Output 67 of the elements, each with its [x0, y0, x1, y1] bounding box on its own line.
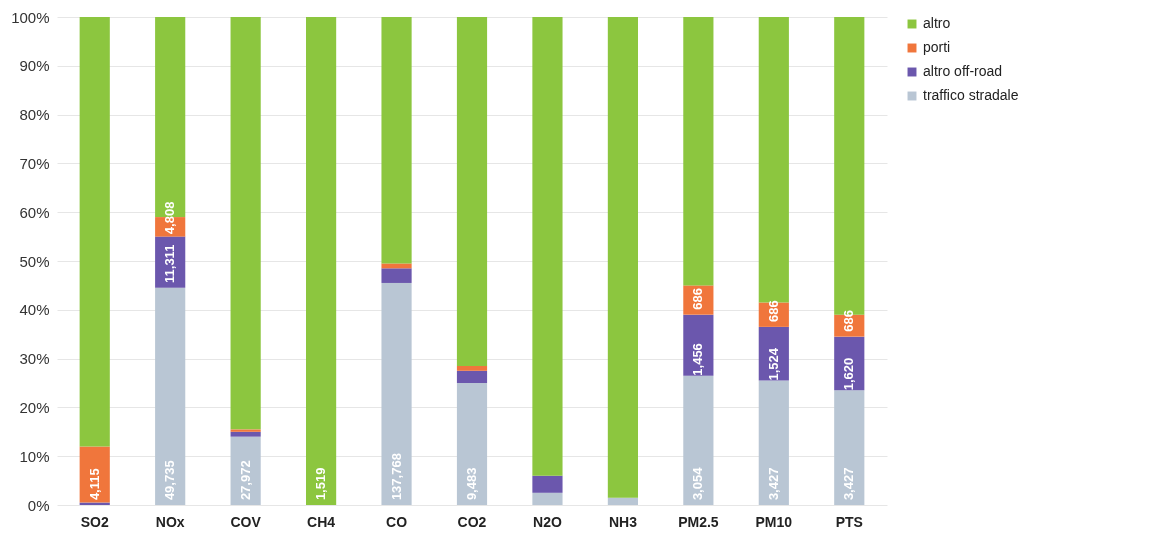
bar: [532, 492, 563, 505]
bar: [79, 17, 110, 447]
y-tick-label: 90%: [19, 57, 50, 75]
annotation: 9,483: [464, 467, 479, 501]
bar: [381, 263, 412, 269]
annotation: 137,768: [388, 453, 404, 501]
x-tick-label: N2O: [533, 513, 562, 530]
annotation: 1,456: [690, 343, 706, 376]
bar: [456, 17, 488, 366]
x-tick-label: PM10: [755, 513, 793, 530]
bar: [532, 17, 563, 476]
bar: [381, 282, 412, 505]
bar: [683, 17, 714, 286]
bar: [230, 429, 261, 432]
bar: [683, 375, 714, 505]
bar: [456, 365, 488, 371]
annotation: 49,735: [162, 460, 178, 501]
bar: [456, 370, 488, 383]
annotation: 27,972: [237, 460, 253, 501]
x-tick-label: CH4: [307, 513, 336, 530]
annotation: 3,427: [765, 467, 781, 501]
y-tick-label: 40%: [19, 301, 50, 319]
y-tick-label: 10%: [19, 447, 50, 465]
y-tick-label: 60%: [19, 203, 50, 221]
y-tick-label: 0%: [27, 496, 50, 514]
annotation: 11,311: [162, 244, 178, 283]
annotation: 686: [841, 310, 857, 332]
x-tick-label: CO2: [457, 513, 487, 530]
bar: [607, 497, 638, 505]
x-tick-label: SO2: [80, 513, 109, 530]
bar: [758, 380, 789, 505]
y-tick-label: 30%: [19, 350, 50, 368]
y-tick-label: 100%: [11, 8, 50, 26]
bar: [381, 17, 412, 264]
y-tick-label: 70%: [19, 154, 50, 172]
annotation: 686: [765, 300, 781, 322]
bar: [306, 17, 337, 505]
y-tick-label: 80%: [19, 106, 50, 124]
bar: [230, 431, 261, 437]
bar: [79, 446, 110, 503]
bar: [456, 383, 488, 505]
annotation: 4,808: [162, 201, 178, 235]
legend-label: altro: [923, 15, 951, 31]
x-tick-label: PM2.5: [678, 513, 719, 530]
x-tick-label: NH3: [608, 513, 638, 530]
x-tick-label: CO: [386, 513, 408, 530]
annotation: 1,620: [841, 357, 857, 391]
legend-label: porti: [923, 39, 951, 55]
bar: [532, 475, 563, 493]
legend-label: traffico stradale: [923, 87, 1019, 103]
annotation: 3,427: [841, 467, 857, 501]
annotation: 4,115: [86, 468, 102, 501]
annotation: 3,054: [690, 466, 706, 501]
annotation: 1,519: [313, 467, 329, 501]
annotation: 1,524: [765, 347, 781, 381]
x-tick-label: COV: [230, 513, 262, 530]
legend-label: altro off-road: [923, 63, 1003, 79]
y-tick-label: 20%: [19, 398, 50, 416]
x-tick-label: PTS: [835, 513, 863, 530]
x-tick-label: NOx: [155, 513, 185, 530]
bar: [834, 390, 865, 505]
bar: [607, 17, 638, 498]
y-tick-label: 50%: [19, 252, 50, 270]
annotation: 686: [690, 288, 706, 310]
bar: [230, 17, 261, 430]
bar: [155, 287, 186, 505]
bar: [381, 268, 412, 283]
